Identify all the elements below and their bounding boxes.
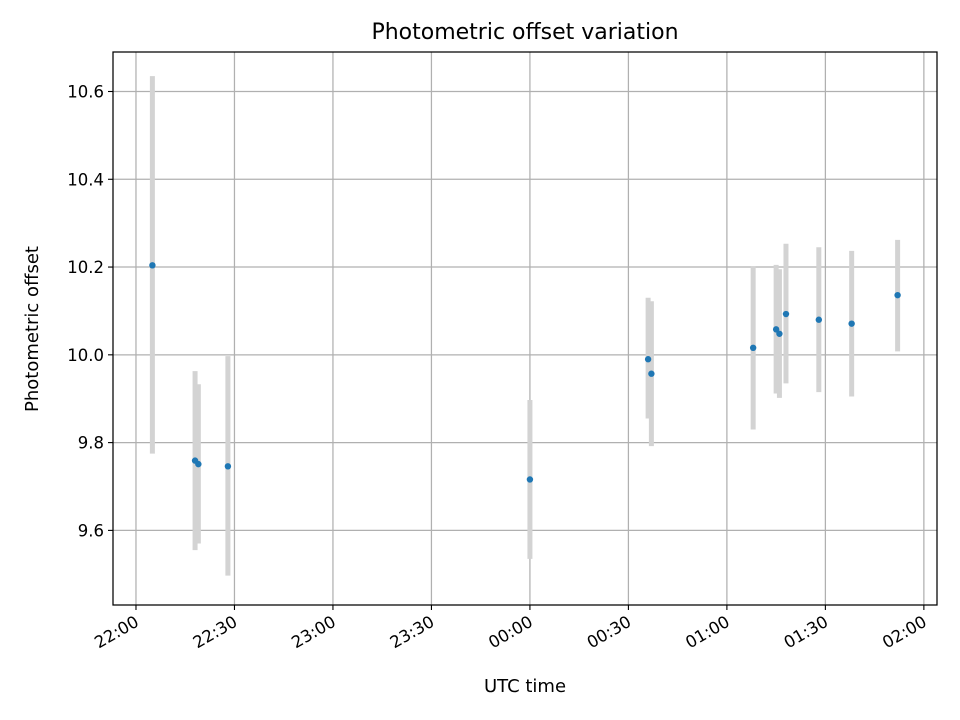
y-tick-label: 10.0 bbox=[67, 346, 104, 365]
data-point bbox=[749, 344, 757, 352]
data-point bbox=[224, 463, 232, 470]
chart-title: Photometric offset variation bbox=[371, 20, 678, 45]
data-point bbox=[644, 356, 652, 363]
data-point bbox=[776, 330, 783, 337]
data-point bbox=[149, 262, 156, 269]
y-tick-label: 9.6 bbox=[78, 521, 104, 540]
y-tick-label: 10.4 bbox=[67, 170, 104, 189]
data-point bbox=[815, 316, 823, 323]
y-axis-ticks: 9.6 9.8 10.0 10.2 10.4 10.6 bbox=[67, 83, 113, 540]
plot-frame bbox=[112, 51, 938, 606]
data-point bbox=[782, 310, 790, 318]
data-points bbox=[149, 262, 901, 483]
grid bbox=[113, 52, 937, 605]
data-point bbox=[772, 326, 780, 333]
y-axis-label: Photometric offset bbox=[22, 246, 43, 412]
x-axis-label: UTC time bbox=[484, 676, 566, 697]
data-point bbox=[526, 476, 534, 483]
y-tick-label: 10.6 bbox=[67, 83, 104, 102]
data-point bbox=[195, 460, 202, 468]
data-point bbox=[848, 320, 855, 327]
y-tick-label: 9.8 bbox=[78, 434, 104, 453]
data-point bbox=[894, 291, 901, 299]
data-point bbox=[648, 370, 655, 377]
y-tick-label: 10.2 bbox=[67, 258, 104, 277]
